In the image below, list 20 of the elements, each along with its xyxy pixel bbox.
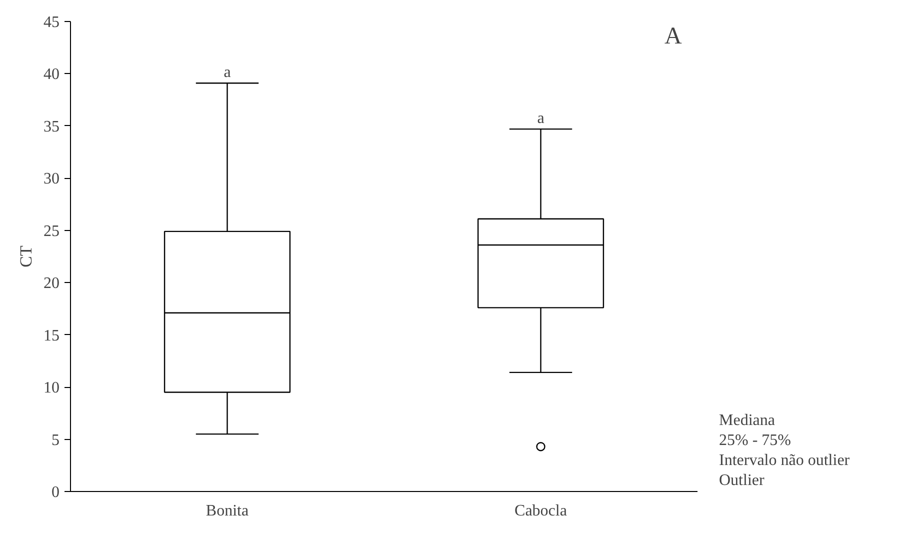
annotation: a [224,64,231,82]
text: Outlier [719,472,764,490]
x-tick-label: Bonita [206,502,249,520]
y-tick-label: 25 [44,222,60,240]
y-tick-label: 20 [44,275,60,292]
text: 25% - 75% [719,432,791,450]
y-tick-label: 10 [44,380,60,397]
y-tick-label: 5 [52,432,60,449]
y-tick-label: 0 [52,484,60,501]
y-tick-label: 45 [44,14,60,31]
annotation: A [664,24,682,50]
text: Mediana [719,412,775,430]
y-tick-label: 35 [44,118,60,136]
x-tick-label: Cabocla [514,502,567,520]
y-tick-label: 30 [44,170,60,188]
text: Intervalo não outlier [719,452,850,470]
y-tick-label: 40 [44,66,60,84]
y-axis-title: CT [16,245,36,268]
annotation: a [537,110,544,128]
y-tick-label: 15 [44,327,60,344]
